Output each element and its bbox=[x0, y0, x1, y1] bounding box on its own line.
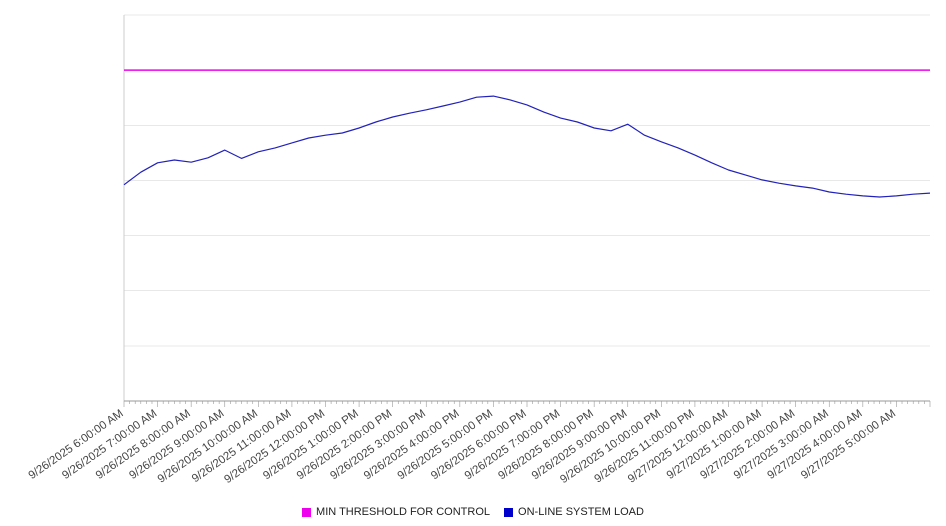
system-load-legend-label: ON-LINE SYSTEM LOAD bbox=[518, 506, 644, 518]
threshold-legend-label: MIN THRESHOLD FOR CONTROL bbox=[316, 506, 491, 518]
system-load-line bbox=[123, 95, 931, 198]
system-load-legend-swatch bbox=[504, 507, 514, 517]
legend-item-threshold[interactable]: MIN THRESHOLD FOR CONTROL bbox=[302, 506, 490, 518]
chart-legend: MIN THRESHOLD FOR CONTROL ON-LINE SYSTEM… bbox=[0, 506, 946, 518]
threshold-legend-swatch bbox=[302, 507, 312, 517]
legend-item-system-load[interactable]: ON-LINE SYSTEM LOAD bbox=[504, 506, 644, 518]
